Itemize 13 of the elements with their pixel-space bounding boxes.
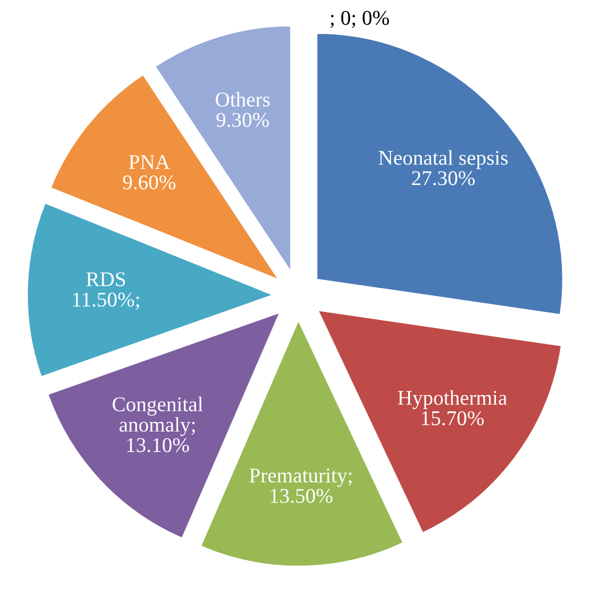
slice-label: Hypothermia [398, 390, 507, 410]
slice-label: Neonatal sepsis [378, 150, 508, 170]
data-label: 11.50%; [73, 292, 139, 310]
text: ; 0; 0% [330, 10, 389, 28]
data-label: 9.60% [123, 175, 176, 190]
data-label: 9.30% [216, 112, 269, 128]
data-label: 15.70% [422, 411, 484, 426]
slice-label: RDS [86, 272, 125, 286]
slice-label: Others [216, 92, 270, 107]
slice-label: PNA [129, 155, 170, 169]
data-label: 27.30% [412, 171, 475, 186]
slice-label: Prematurity;13.50% [250, 468, 352, 504]
slice-label: Congenital anomaly;13.10% [112, 396, 203, 452]
